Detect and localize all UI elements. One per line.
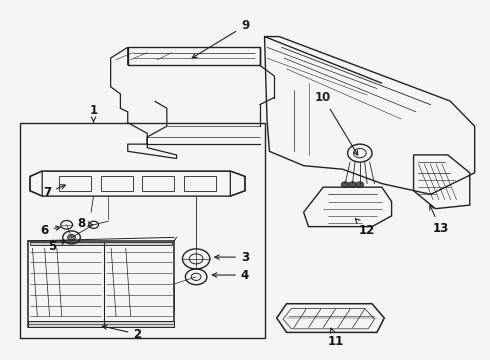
Text: 8: 8 [77, 216, 92, 230]
Bar [20, 123, 265, 338]
Circle shape [356, 182, 364, 188]
Bar [101, 176, 133, 192]
Text: 1: 1 [90, 104, 98, 122]
Polygon shape [30, 242, 172, 245]
Polygon shape [27, 320, 174, 327]
Text: 13: 13 [430, 205, 448, 235]
Bar [143, 176, 174, 192]
Text: 5: 5 [48, 240, 65, 253]
Bar [59, 176, 91, 192]
Text: 4: 4 [212, 269, 249, 282]
Text: 11: 11 [327, 328, 343, 348]
Circle shape [68, 234, 75, 240]
Text: 12: 12 [355, 219, 375, 237]
Text: 9: 9 [192, 19, 249, 58]
Bar [184, 176, 216, 192]
Text: 6: 6 [41, 224, 60, 237]
Text: 7: 7 [43, 185, 65, 199]
Circle shape [348, 182, 356, 188]
Text: 10: 10 [315, 91, 358, 155]
Text: 2: 2 [102, 325, 142, 341]
Circle shape [341, 182, 349, 188]
Text: 3: 3 [215, 251, 249, 264]
